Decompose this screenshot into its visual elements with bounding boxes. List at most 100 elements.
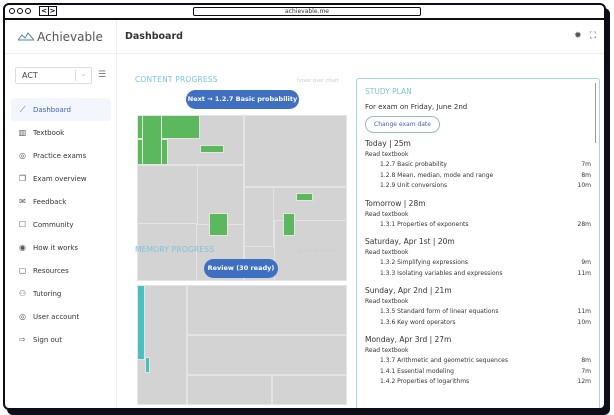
sidebar-item-label: Textbook [33,128,65,137]
memory-progress-treemap[interactable] [137,285,347,405]
window-dot-icon[interactable] [9,8,15,14]
study-item[interactable]: 1.3.6 Key word operators 10m [365,318,591,329]
help-circle-icon: ◉ [19,243,26,252]
day-heading: Today | 25m [365,139,411,148]
study-item-time: 10m [577,182,591,189]
study-item-time: 8m [581,171,591,179]
study-item[interactable]: 1.2.7 Basic probability 7m [365,160,591,171]
note-icon: ▢ [18,266,27,275]
study-item[interactable]: 1.4.1 Essential modeling 7m [365,367,591,378]
sidebar-item-label: Tutoring [33,289,62,298]
sidebar-item-resources[interactable]: ▢ Resources [11,259,111,282]
sidebar-item-label: Community [33,220,74,229]
sidebar-item-sign-out[interactable]: ⇨ Sign out [11,328,111,351]
exam-select[interactable]: ACT ⌄ [15,67,92,84]
study-day: Sunday, Apr 2nd | 21m Read textbook 1.3.5 … [365,286,591,328]
sidebar-item-tutoring[interactable]: ⚇ Tutoring [11,282,111,305]
page-title: Dashboard [125,31,183,42]
chevron-down-icon[interactable]: ⌄ [75,70,91,81]
activity-label: Read textbook [365,347,409,354]
study-item[interactable]: 1.3.1 Properties of exponents 28m [365,220,591,231]
sidebar-item-community[interactable]: ☐ Community [11,213,111,236]
next-lesson-button[interactable]: Next → 1.2.7 Basic probability [186,90,299,109]
study-item-time: 8m [581,357,591,364]
sidebar-item-label: Resources [33,266,69,275]
study-item-time: 11m [577,308,591,315]
review-button[interactable]: Review (30 ready) [204,259,278,278]
treemap-cell-complete[interactable] [200,145,224,153]
treemap-cell[interactable] [187,375,272,405]
sidebar-item-label: Exam overview [33,174,87,183]
treemap-cell-complete[interactable] [296,193,313,201]
study-plan-title: STUDY PLAN [365,87,412,96]
sidebar-item-dashboard[interactable]: ⟋ Dashboard [11,98,111,121]
browser-window: < > achievable.me Achievable ACT ⌄ ☰ ⟋ Dash… [3,3,606,410]
sidebar-item-how-it-works[interactable]: ◉ How it works [11,236,111,259]
envelope-icon: ✉ [19,197,26,206]
treemap-cell-complete[interactable] [283,213,295,236]
sidebar-item-label: Practice exams [33,151,87,160]
study-day: Saturday, Apr 1st | 20m Read textbook 1.3.… [365,237,591,279]
treemap-cell-complete[interactable] [145,357,150,373]
treemap-cell[interactable] [244,115,347,187]
scrollbar[interactable] [594,83,596,143]
study-item-label: 1.2.9 Unit conversions [380,182,448,189]
treemap-cell[interactable] [274,220,347,281]
sidebar-item-exam-overview[interactable]: ❐ Exam overview [11,167,111,190]
study-item[interactable]: 1.3.7 Arithmetic and geometric sequences… [365,356,591,367]
header: Dashboard ✹ ⛶ [117,20,604,54]
activity-label: Read textbook [365,151,409,158]
study-item-time: 12m [577,378,591,385]
study-item[interactable]: 1.3.5 Standard form of linear equations 1… [365,307,591,318]
sidebar-item-feedback[interactable]: ✉ Feedback [11,190,111,213]
activity-label: Read textbook [365,249,409,256]
study-item[interactable]: 1.3.3 Isolating variables and expression… [365,269,591,280]
treemap-cell[interactable] [244,187,274,247]
chat-bubbles-icon: ☐ [18,220,27,229]
treemap-cell-complete[interactable] [209,213,228,236]
sidebar-item-label: Feedback [33,197,67,206]
treemap-cell-complete[interactable] [142,115,162,165]
sidebar-item-label: User account [33,312,80,321]
layers-icon[interactable]: ☰ [98,70,107,80]
treemap-cell[interactable] [137,223,197,281]
study-day: Monday, Apr 3rd | 27m Read textbook 1.3.7 … [365,335,591,388]
study-item-label: 1.3.1 Properties of exponents [380,220,469,228]
activity-label: Read textbook [365,298,409,305]
sidebar-item-textbook[interactable]: ▥ Textbook [11,121,111,144]
study-item-label: 1.2.7 Basic probability [380,161,447,168]
study-item-time: 9m [581,259,591,266]
fullscreen-icon[interactable]: ⛶ [589,31,596,41]
study-item-time: 28m [577,220,591,228]
change-exam-date-button[interactable]: Change exam date [365,116,440,133]
sidebar-item-label: How it works [33,243,78,252]
treemap-cell-complete[interactable] [137,285,145,360]
window-dot-icon[interactable] [25,8,31,14]
study-item-time: 11m [577,269,591,277]
books-icon: ▥ [18,128,27,137]
theme-toggle-icon[interactable]: ✹ [574,31,582,41]
back-button[interactable]: < [41,7,47,15]
exam-select-value: ACT [22,71,38,80]
study-item-label: 1.4.1 Essential modeling [380,367,454,375]
study-item-label: 1.3.7 Arithmetic and geometric sequences [380,357,508,364]
forward-button[interactable]: > [48,7,56,15]
study-item[interactable]: 1.2.8 Mean, median, mode and range 8m [365,171,591,182]
treemap-cell[interactable] [187,335,347,375]
treemap-cell[interactable] [187,285,347,335]
url-bar[interactable]: achievable.me [193,7,421,16]
study-item-time: 7m [581,161,591,168]
logo[interactable]: Achievable [5,20,116,54]
sidebar-item-user-account[interactable]: ◎ User account [11,305,111,328]
window-dot-icon[interactable] [17,8,23,14]
study-item[interactable]: 1.4.2 Properties of logarithms 12m [365,377,591,388]
sidebar-item-label: Sign out [33,335,62,344]
sidebar: Achievable ACT ⌄ ☰ ⟋ Dashboard ▥ Textbook ◎ Pr… [5,20,117,408]
window-controls[interactable] [9,8,31,14]
study-item[interactable]: 1.3.2 Simplifying expressions 9m [365,258,591,269]
content-progress-treemap[interactable] [137,115,347,281]
study-item[interactable]: 1.2.9 Unit conversions 10m [365,181,591,192]
treemap-cell[interactable] [272,375,347,405]
browser-titlebar: < > achievable.me [5,5,604,20]
sidebar-item-practice-exams[interactable]: ◎ Practice exams [11,144,111,167]
